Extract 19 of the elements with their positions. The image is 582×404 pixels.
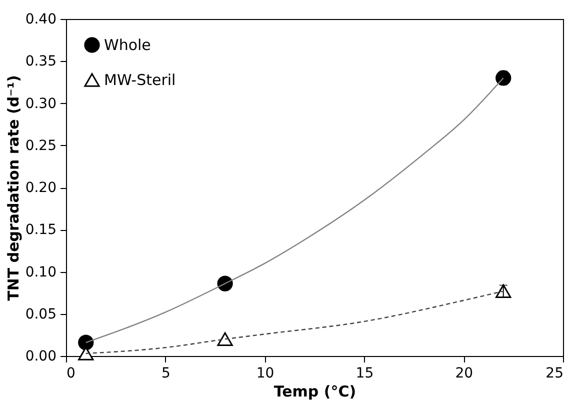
y-tick-label: 0.10 xyxy=(25,264,56,280)
x-axis-title: Temp (°C) xyxy=(274,382,356,400)
x-tick-label: 0 xyxy=(66,366,76,382)
legend-label: MW-Steril xyxy=(104,71,176,89)
x-tick-label: 25 xyxy=(546,366,564,382)
x-tick-label: 15 xyxy=(356,366,374,382)
x-tick-label: 5 xyxy=(161,366,170,382)
y-tick-label: 0.30 xyxy=(25,96,56,112)
y-tick-label: 0.15 xyxy=(25,222,56,238)
y-tick-label: 0.35 xyxy=(25,54,56,70)
legend-label: Whole xyxy=(104,36,151,54)
x-tick-label: 20 xyxy=(455,366,474,382)
y-tick-label: 0.00 xyxy=(25,348,56,364)
y-tick-label: 0.40 xyxy=(25,12,56,28)
y-tick-label: 0.25 xyxy=(25,138,56,154)
x-tick-label: 10 xyxy=(256,366,274,382)
y-tick-label: 0.20 xyxy=(25,180,56,196)
y-axis-title: TNT degradation rate (d⁻¹) xyxy=(4,75,22,301)
y-tick-label: 0.05 xyxy=(25,306,56,322)
